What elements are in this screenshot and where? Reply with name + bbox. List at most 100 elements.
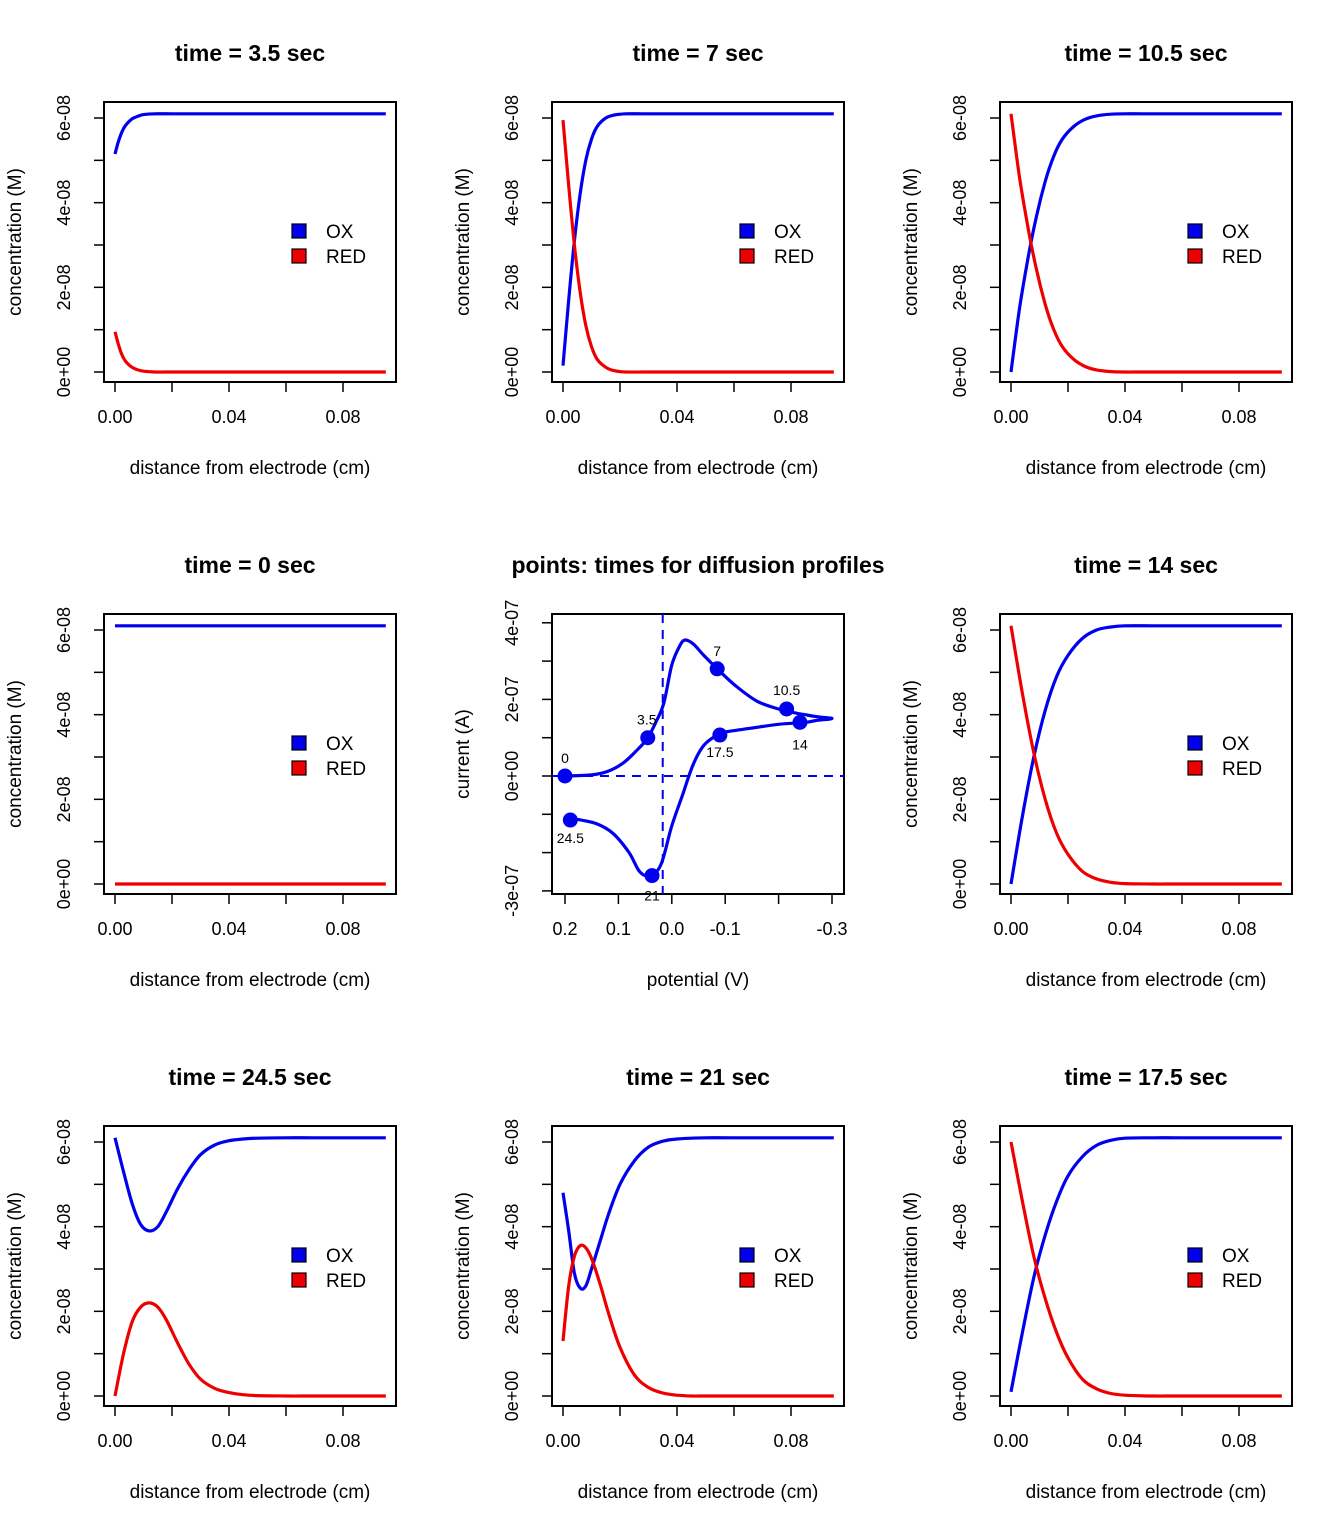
x-axis-label: distance from electrode (cm) bbox=[130, 1482, 371, 1503]
series-line-red bbox=[1009, 113, 1282, 374]
legend-swatch-red bbox=[1187, 248, 1203, 264]
profile-panel-8: time = 17.5 sec 0.00 0.04 0.08 0e+00 2e-08 4e-… bbox=[901, 1064, 1293, 1503]
x-tick-label: 0.00 bbox=[993, 1431, 1028, 1451]
series-line-ox bbox=[113, 1136, 386, 1233]
legend-label-red: RED bbox=[1222, 1271, 1262, 1292]
panel-title: time = 14 sec bbox=[1074, 552, 1218, 578]
profile-panel-2: time = 10.5 sec 0.00 0.04 0.08 0e+00 2e-08 4e-… bbox=[901, 40, 1293, 479]
series-line-red bbox=[1009, 625, 1282, 886]
series-line-ox bbox=[1009, 1136, 1282, 1393]
y-axis-label: concentration (M) bbox=[901, 168, 922, 316]
panel-title: time = 3.5 sec bbox=[175, 40, 325, 66]
y-tick-label: 2e-08 bbox=[54, 264, 74, 310]
legend-swatch-ox bbox=[739, 1247, 755, 1263]
x-tick-label: 0.04 bbox=[659, 1431, 694, 1451]
plot-area bbox=[113, 1136, 386, 1398]
time-point-label: 7 bbox=[713, 643, 721, 659]
legend-label-red: RED bbox=[326, 247, 366, 268]
legend-label-red: RED bbox=[326, 759, 366, 780]
y-axis-label: concentration (M) bbox=[5, 168, 26, 316]
x-tick-label: 0.2 bbox=[552, 919, 577, 939]
x-axis-label: distance from electrode (cm) bbox=[130, 970, 371, 991]
y-tick-label: 4e-08 bbox=[950, 692, 970, 738]
series-line-red bbox=[113, 1301, 386, 1398]
time-point-marker bbox=[640, 730, 656, 746]
plot-area bbox=[561, 1136, 834, 1398]
y-tick-label: 2e-08 bbox=[54, 1288, 74, 1334]
x-tick-label: 0.08 bbox=[1221, 1431, 1256, 1451]
legend-swatch-ox bbox=[291, 1247, 307, 1263]
legend-label-red: RED bbox=[326, 1271, 366, 1292]
y-tick-label: 4e-08 bbox=[502, 1204, 522, 1250]
y-tick-label: 4e-07 bbox=[502, 600, 522, 646]
x-tick-label: 0.08 bbox=[773, 1431, 808, 1451]
y-tick-label: 6e-08 bbox=[950, 95, 970, 141]
y-tick-label: 0e+00 bbox=[54, 347, 74, 398]
y-tick-label: -3e-07 bbox=[502, 865, 522, 917]
series-line-ox bbox=[113, 112, 386, 155]
y-tick-label: 6e-08 bbox=[502, 1119, 522, 1165]
profile-panel-3: time = 0 sec 0.00 0.04 0.08 0e+00 2e-08 4e-08 6… bbox=[5, 552, 397, 991]
y-tick-label: 0e+00 bbox=[54, 1371, 74, 1422]
x-tick-label: 0.1 bbox=[606, 919, 631, 939]
y-tick-label: 2e-08 bbox=[950, 1288, 970, 1334]
profile-panel-0: time = 3.5 sec 0.00 0.04 0.08 0e+00 2e-08 4e-0… bbox=[5, 40, 397, 479]
legend-swatch-ox bbox=[1187, 1247, 1203, 1263]
y-tick-label: 6e-08 bbox=[950, 607, 970, 653]
plot-frame bbox=[103, 1125, 397, 1407]
time-point-marker bbox=[562, 812, 578, 828]
y-tick-label: 0e+00 bbox=[950, 1371, 970, 1422]
time-point-label: 21 bbox=[644, 888, 660, 904]
plot-frame bbox=[103, 613, 397, 895]
x-tick-label: 0.04 bbox=[1107, 407, 1142, 427]
y-tick-label: 0e+00 bbox=[502, 751, 522, 802]
y-tick-label: 0e+00 bbox=[950, 347, 970, 398]
panel-title: points: times for diffusion profiles bbox=[511, 552, 884, 578]
x-axis-label: distance from electrode (cm) bbox=[1026, 970, 1267, 991]
legend-label-ox: OX bbox=[774, 222, 802, 243]
time-point-marker bbox=[779, 701, 795, 717]
x-tick-label: 0.00 bbox=[993, 919, 1028, 939]
x-axis-label: distance from electrode (cm) bbox=[578, 458, 819, 479]
legend-swatch-red bbox=[291, 1272, 307, 1288]
y-tick-label: 6e-08 bbox=[54, 95, 74, 141]
legend-label-ox: OX bbox=[1222, 1246, 1250, 1267]
x-axis-label: distance from electrode (cm) bbox=[130, 458, 371, 479]
legend-label-ox: OX bbox=[326, 734, 354, 755]
legend-label-red: RED bbox=[1222, 247, 1262, 268]
y-tick-label: 6e-08 bbox=[54, 1119, 74, 1165]
time-point-label: 17.5 bbox=[706, 744, 733, 760]
time-point-label: 14 bbox=[792, 736, 808, 752]
time-point-label: 0 bbox=[561, 750, 569, 766]
profile-panel-1: time = 7 sec 0.00 0.04 0.08 0e+00 2e-08 4e-08 6… bbox=[453, 40, 845, 479]
time-point-label: 24.5 bbox=[557, 830, 584, 846]
legend-swatch-red bbox=[1187, 760, 1203, 776]
time-point-marker bbox=[557, 768, 573, 784]
x-tick-label: 0.08 bbox=[773, 407, 808, 427]
plot-frame bbox=[999, 613, 1293, 895]
time-point-marker bbox=[792, 714, 808, 730]
y-tick-label: 4e-08 bbox=[950, 1204, 970, 1250]
legend-label-ox: OX bbox=[326, 222, 354, 243]
y-axis-label: concentration (M) bbox=[901, 1192, 922, 1340]
x-tick-label: -0.1 bbox=[710, 919, 741, 939]
legend-label-ox: OX bbox=[774, 1246, 802, 1267]
series-line-red bbox=[113, 331, 386, 374]
y-tick-label: 2e-08 bbox=[502, 264, 522, 310]
plot-frame bbox=[999, 1125, 1293, 1407]
legend-label-red: RED bbox=[774, 1271, 814, 1292]
legend-swatch-ox bbox=[739, 223, 755, 239]
series-line-ox bbox=[561, 1136, 834, 1291]
x-axis-label: distance from electrode (cm) bbox=[578, 1482, 819, 1503]
panel-title: time = 10.5 sec bbox=[1064, 40, 1227, 66]
plot-frame bbox=[103, 101, 397, 383]
cv-panel: points: times for diffusion profiles 0.2 0… bbox=[453, 552, 885, 991]
y-tick-label: 0e+00 bbox=[54, 859, 74, 910]
profile-panel-7: time = 21 sec 0.00 0.04 0.08 0e+00 2e-08 4e-08… bbox=[453, 1064, 845, 1503]
x-tick-label: 0.08 bbox=[1221, 407, 1256, 427]
legend-label-red: RED bbox=[1222, 759, 1262, 780]
y-axis-label: concentration (M) bbox=[5, 1192, 26, 1340]
x-axis-label: potential (V) bbox=[647, 970, 749, 991]
x-tick-label: 0.00 bbox=[993, 407, 1028, 427]
